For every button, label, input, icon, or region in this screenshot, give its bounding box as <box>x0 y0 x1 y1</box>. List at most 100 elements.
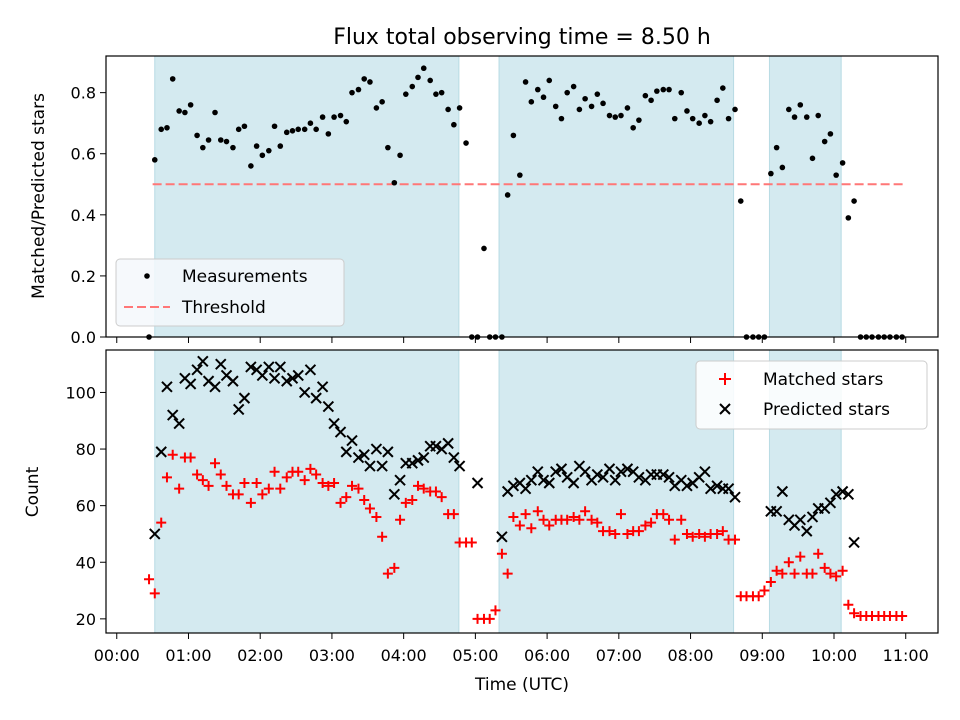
top-plot-frame <box>105 55 939 338</box>
predicted-star-point <box>657 468 670 481</box>
measurement-point <box>720 85 726 91</box>
measurement-point <box>349 89 355 96</box>
predicted-star-point <box>681 480 693 492</box>
matched-star-point <box>795 551 806 562</box>
measurement-point <box>851 198 857 204</box>
matched-star-point <box>389 562 400 573</box>
predicted-star-point <box>519 482 532 495</box>
matched-star-point <box>574 514 585 525</box>
x-tick-label: 03:00 <box>309 646 355 665</box>
x-axis-label: Time (UTC) <box>474 675 569 695</box>
predicted-star-point <box>394 474 406 486</box>
top-shaded-intervals <box>154 55 842 338</box>
predicted-star-point <box>729 491 741 503</box>
matched-star-point <box>610 528 621 539</box>
measurement-point <box>427 77 433 84</box>
predicted-star-point <box>532 465 544 478</box>
matched-star-point <box>275 483 286 494</box>
measurement-point <box>773 144 780 151</box>
measurement-point <box>737 198 744 204</box>
matched-star-point <box>203 480 214 491</box>
predicted-star-point <box>155 446 167 458</box>
predicted-star-point <box>370 443 383 455</box>
observing-interval <box>498 55 735 338</box>
matched-star-point <box>377 531 388 542</box>
measurement-point <box>158 126 165 133</box>
predicted-star-point <box>722 482 735 495</box>
top-legend: Measurements Threshold <box>115 258 345 327</box>
matched-star-point <box>490 605 501 616</box>
measurement-point <box>325 131 332 137</box>
observing-interval <box>498 349 735 634</box>
measurement-point <box>319 114 326 120</box>
matched-star-point <box>335 497 346 508</box>
matched-star-point <box>436 492 447 503</box>
x-tick-label: 04:00 <box>381 646 427 665</box>
chart-title: Flux total observing time = 8.50 h <box>333 25 711 50</box>
top-y-axis: 0.0 0.2 0.4 0.6 0.8 <box>71 84 106 347</box>
matched-star-point <box>520 509 531 520</box>
predicted-star-point <box>663 471 675 484</box>
predicted-star-point <box>555 463 568 475</box>
measurement-point <box>331 114 337 120</box>
matched-star-point <box>807 568 818 579</box>
legend-predicted-label: Predicted stars <box>763 400 890 420</box>
y-tick-label: 0.0 <box>71 328 96 347</box>
matched-star-point <box>210 458 221 469</box>
matched-star-point <box>753 591 764 602</box>
predicted-star-point <box>412 454 424 467</box>
predicted-star-point <box>215 358 227 370</box>
matched-star-point <box>299 475 310 486</box>
matched-star-point <box>413 480 423 491</box>
matched-star-point <box>359 494 370 505</box>
matched-star-point <box>448 509 459 520</box>
measurement-point <box>654 88 660 94</box>
bottom-plot-frame <box>105 349 939 634</box>
matched-star-point <box>664 514 675 525</box>
predicted-star-point <box>699 465 711 478</box>
predicted-star-point <box>281 375 293 387</box>
y-tick-label: 100 <box>65 383 96 402</box>
measurement-point <box>552 103 559 110</box>
matched-star-point <box>562 514 573 525</box>
predicted-star-point <box>376 460 388 472</box>
predicted-star-point <box>770 505 783 518</box>
predicted-star-point <box>263 361 275 373</box>
matched-star-point <box>257 489 268 500</box>
matched-star-point <box>251 478 262 489</box>
measurement-point <box>217 137 224 143</box>
matched-star-point <box>233 489 244 500</box>
measurement-point <box>821 138 828 145</box>
matched-star-point <box>466 537 477 548</box>
predicted-star-point <box>633 471 645 484</box>
predicted-star-point <box>603 463 616 475</box>
matched-star-point <box>759 585 770 596</box>
measurement-point <box>702 112 708 119</box>
predicted-star-point <box>268 372 281 385</box>
x-tick-label: 10:00 <box>811 646 857 665</box>
predicted-star-point <box>274 361 286 373</box>
measurement-point <box>409 83 416 90</box>
matched-star-point <box>676 514 687 525</box>
measurement-point <box>343 118 350 125</box>
matched-star-point <box>687 531 698 542</box>
measurement-point <box>266 147 272 154</box>
measurement-point <box>337 112 344 119</box>
matched-star-point <box>305 463 316 474</box>
measurement-point <box>779 164 786 171</box>
measurement-point <box>642 92 649 99</box>
measurement-point <box>397 152 403 159</box>
matched-star-point <box>771 565 782 576</box>
measurement-point <box>594 91 601 97</box>
predicted-star-point <box>824 497 837 509</box>
predicted-star-point <box>256 369 269 382</box>
matched-star-point <box>496 548 507 559</box>
matched-star-point <box>311 469 322 480</box>
predicted-star-point <box>352 451 365 464</box>
observing-interval <box>768 55 842 338</box>
predicted-star-point <box>358 449 370 461</box>
measurement-point <box>355 86 362 93</box>
predicted-star-point <box>794 514 806 526</box>
measurement-point <box>707 118 714 125</box>
matched-star-point <box>592 517 603 528</box>
